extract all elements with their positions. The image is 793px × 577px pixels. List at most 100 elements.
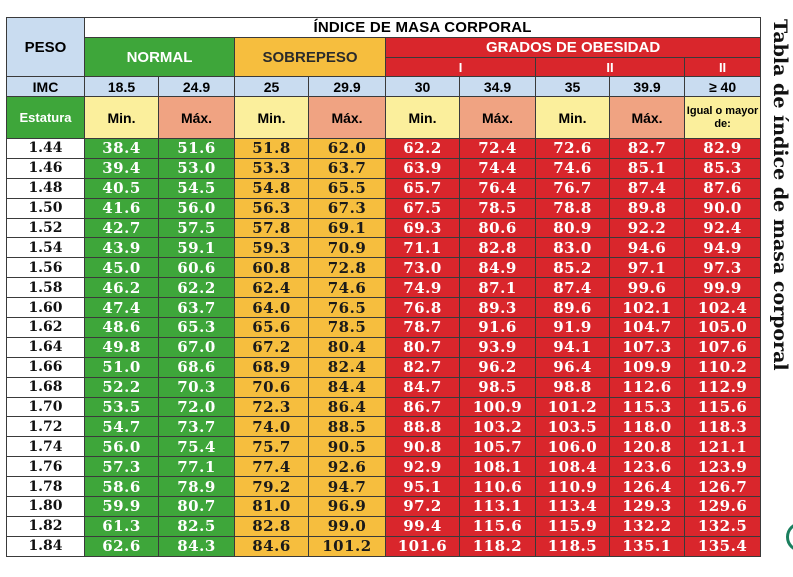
weight-cell: 77.1	[158, 456, 235, 478]
table-row: 1.56 45.0 60.6 60.8 72.8 73.0 84.9 85.2 97.1 97.3	[6, 257, 762, 279]
height-cell: 1.80	[6, 496, 85, 517]
weight-cell: 67.3	[308, 197, 386, 219]
height-cell: 1.68	[6, 376, 85, 398]
weight-cell: 65.6	[234, 317, 309, 338]
weight-cell: 97.2	[385, 496, 460, 517]
weight-cell: 54.7	[84, 416, 159, 438]
weight-cell: 87.4	[535, 277, 610, 299]
weight-cell: 74.9	[385, 277, 460, 299]
imc-value: 24.9	[158, 76, 235, 97]
weight-cell: 99.0	[308, 515, 386, 537]
weight-cell: 86.7	[385, 396, 460, 418]
table-row: 1.44 38.4 51.6 51.8 62.0 62.2 72.4 72.6 82.7 82.9	[6, 138, 762, 159]
weight-cell: 135.1	[609, 535, 685, 557]
table-row: 1.64 49.8 67.0 67.2 80.4 80.7 93.9 94.1 107.3 107…	[6, 336, 762, 358]
weight-cell: 87.6	[683, 177, 762, 199]
table-title: ÍNDICE DE MASA CORPORAL	[83, 17, 762, 38]
weight-cell: 78.5	[459, 197, 536, 219]
weight-cell: 118.0	[609, 416, 685, 438]
weight-cell: 64.0	[234, 297, 309, 319]
height-cell: 1.62	[6, 317, 85, 338]
weight-cell: 90.0	[683, 197, 762, 219]
weight-cell: 96.2	[459, 356, 536, 378]
table-row: 1.80 59.9 80.7 81.0 96.9 97.2 113.1 113.4 129.3 1…	[6, 496, 762, 517]
table-row: 1.60 47.4 63.7 64.0 76.5 76.8 89.3 89.6 102.1 102…	[6, 297, 762, 319]
weight-cell: 68.6	[158, 356, 235, 378]
weight-cell: 110.2	[683, 356, 762, 378]
grade-iii-header: II	[683, 57, 762, 77]
weight-cell: 84.3	[158, 535, 235, 557]
weight-cell: 115.6	[459, 515, 536, 537]
weight-cell: 73.7	[158, 416, 235, 438]
weight-cell: 123.9	[683, 456, 762, 478]
weight-cell: 85.2	[535, 257, 610, 279]
weight-cell: 108.4	[535, 456, 610, 478]
weight-cell: 108.1	[459, 456, 536, 478]
min-label: Min.	[234, 96, 309, 139]
minmax-row: Estatura Min. Máx. Min. Máx. Min. Máx. M…	[6, 96, 762, 139]
weight-cell: 92.6	[308, 456, 386, 478]
weight-cell: 88.8	[385, 416, 460, 438]
max-label: Máx.	[308, 96, 386, 139]
weight-cell: 91.6	[459, 317, 536, 338]
weight-cell: 118.3	[683, 416, 762, 438]
weight-cell: 105.0	[683, 317, 762, 338]
imc-value: 18.5	[84, 76, 159, 97]
weight-cell: 53.0	[158, 157, 235, 179]
weight-cell: 90.8	[385, 436, 460, 458]
weight-cell: 72.3	[234, 396, 309, 418]
height-cell: 1.84	[6, 535, 85, 557]
weight-cell: 97.1	[609, 257, 685, 279]
weight-cell: 72.6	[535, 138, 610, 159]
height-cell: 1.44	[6, 138, 85, 159]
imc-value: 29.9	[308, 76, 386, 97]
weight-cell: 51.8	[234, 138, 309, 159]
weight-cell: 72.4	[459, 138, 536, 159]
weight-cell: 82.8	[459, 237, 536, 259]
imc-value: ≥ 40	[683, 76, 762, 97]
weight-cell: 76.5	[308, 297, 386, 319]
weight-cell: 87.4	[609, 177, 685, 199]
weight-cell: 92.4	[683, 217, 762, 239]
weight-cell: 99.9	[683, 277, 762, 299]
height-cell: 1.52	[6, 217, 85, 239]
weight-cell: 78.8	[535, 197, 610, 219]
weight-cell: 118.5	[535, 535, 610, 557]
weight-cell: 73.0	[385, 257, 460, 279]
weight-cell: 68.9	[234, 356, 309, 378]
weight-cell: 77.4	[234, 456, 309, 478]
weight-cell: 118.2	[459, 535, 536, 557]
obesidad-header: GRADOS DE OBESIDAD	[384, 37, 762, 58]
weight-cell: 80.4	[308, 336, 386, 358]
weight-cell: 96.9	[308, 496, 386, 517]
weight-cell: 70.6	[234, 376, 309, 398]
weight-cell: 95.1	[385, 476, 460, 498]
table-row: 1.76 57.3 77.1 77.4 92.6 92.9 108.1 108.4 123.6 1…	[6, 456, 762, 478]
weight-cell: 75.7	[234, 436, 309, 458]
weight-cell: 70.3	[158, 376, 235, 398]
weight-cell: 115.3	[609, 396, 685, 418]
weight-cell: 60.6	[158, 257, 235, 279]
weight-cell: 79.2	[234, 476, 309, 498]
weight-cell: 72.0	[158, 396, 235, 418]
weight-cell: 62.0	[308, 138, 386, 159]
min-label: Min.	[535, 96, 610, 139]
imc-value: 35	[535, 76, 610, 97]
weight-cell: 69.3	[385, 217, 460, 239]
weight-cell: 102.1	[609, 297, 685, 319]
weight-cell: 70.9	[308, 237, 386, 259]
weight-cell: 113.1	[459, 496, 536, 517]
bmi-table: PESO ÍNDICE DE MASA CORPORAL NORMAL SOBR…	[6, 17, 762, 557]
height-cell: 1.76	[6, 456, 85, 478]
weight-cell: 82.7	[385, 356, 460, 378]
min-label: Min.	[84, 96, 159, 139]
weight-cell: 39.4	[84, 157, 159, 179]
weight-cell: 88.5	[308, 416, 386, 438]
weight-cell: 41.6	[84, 197, 159, 219]
table-row: 1.72 54.7 73.7 74.0 88.5 88.8 103.2 103.5 118.0 1…	[6, 416, 762, 438]
side-title: Tabla de índice de masa corporal	[769, 19, 791, 371]
weight-cell: 62.6	[84, 535, 159, 557]
weight-cell: 47.4	[84, 297, 159, 319]
grade-ii-header: II	[535, 57, 685, 77]
weight-cell: 45.0	[84, 257, 159, 279]
